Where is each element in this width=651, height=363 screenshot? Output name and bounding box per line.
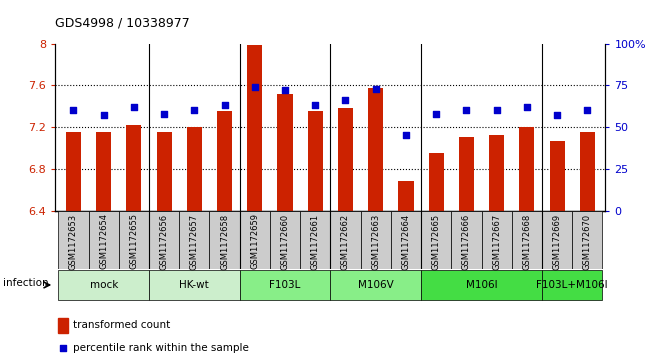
- Text: GSM1172665: GSM1172665: [432, 213, 441, 270]
- Point: [582, 107, 592, 113]
- Text: GSM1172670: GSM1172670: [583, 213, 592, 270]
- Text: F103L+M106I: F103L+M106I: [536, 280, 608, 290]
- FancyBboxPatch shape: [149, 211, 179, 269]
- Bar: [549, 140, 564, 211]
- Point: [521, 104, 532, 110]
- Point: [58, 345, 68, 351]
- Text: GSM1172668: GSM1172668: [522, 213, 531, 270]
- Bar: [217, 111, 232, 211]
- FancyBboxPatch shape: [149, 270, 240, 300]
- FancyBboxPatch shape: [361, 211, 391, 269]
- Text: GSM1172656: GSM1172656: [159, 213, 169, 270]
- FancyBboxPatch shape: [421, 211, 451, 269]
- FancyBboxPatch shape: [391, 211, 421, 269]
- Bar: [157, 132, 172, 211]
- Text: M106V: M106V: [358, 280, 394, 290]
- Bar: [126, 125, 141, 211]
- FancyBboxPatch shape: [59, 270, 149, 300]
- FancyBboxPatch shape: [512, 211, 542, 269]
- FancyBboxPatch shape: [482, 211, 512, 269]
- FancyBboxPatch shape: [89, 211, 118, 269]
- Bar: [368, 89, 383, 211]
- Text: infection: infection: [3, 278, 48, 288]
- FancyBboxPatch shape: [270, 211, 300, 269]
- Bar: [428, 153, 444, 211]
- Point: [159, 111, 169, 117]
- Bar: [459, 138, 474, 211]
- Text: percentile rank within the sample: percentile rank within the sample: [73, 343, 249, 352]
- Bar: [580, 132, 595, 211]
- Text: mock: mock: [89, 280, 118, 290]
- Point: [401, 132, 411, 138]
- FancyBboxPatch shape: [240, 211, 270, 269]
- Point: [370, 86, 381, 91]
- Text: GSM1172669: GSM1172669: [553, 213, 562, 270]
- FancyBboxPatch shape: [451, 211, 482, 269]
- Bar: [187, 127, 202, 211]
- Text: M106I: M106I: [465, 280, 497, 290]
- Bar: [277, 94, 292, 211]
- Text: GSM1172663: GSM1172663: [371, 213, 380, 270]
- Text: GSM1172655: GSM1172655: [130, 213, 139, 269]
- Point: [280, 87, 290, 93]
- FancyBboxPatch shape: [300, 211, 330, 269]
- Bar: [66, 132, 81, 211]
- FancyBboxPatch shape: [330, 211, 361, 269]
- Point: [431, 111, 441, 117]
- Point: [219, 102, 230, 108]
- Bar: [398, 182, 413, 211]
- Text: GSM1172662: GSM1172662: [341, 213, 350, 270]
- Bar: [247, 45, 262, 211]
- Text: GSM1172666: GSM1172666: [462, 213, 471, 270]
- Point: [189, 107, 200, 113]
- Text: GSM1172658: GSM1172658: [220, 213, 229, 270]
- Bar: [338, 108, 353, 211]
- Bar: [489, 135, 504, 211]
- Point: [461, 107, 471, 113]
- Text: transformed count: transformed count: [73, 321, 170, 330]
- Text: GSM1172664: GSM1172664: [402, 213, 410, 270]
- Text: GSM1172657: GSM1172657: [190, 213, 199, 270]
- Point: [340, 97, 351, 103]
- FancyBboxPatch shape: [240, 270, 330, 300]
- Point: [552, 113, 562, 118]
- Text: GSM1172661: GSM1172661: [311, 213, 320, 270]
- Bar: [58, 318, 68, 333]
- FancyBboxPatch shape: [179, 211, 210, 269]
- Bar: [308, 111, 323, 211]
- FancyBboxPatch shape: [59, 211, 89, 269]
- FancyBboxPatch shape: [421, 270, 542, 300]
- Text: F103L: F103L: [270, 280, 301, 290]
- Text: GSM1172659: GSM1172659: [251, 213, 259, 269]
- Text: HK-wt: HK-wt: [180, 280, 209, 290]
- Text: GSM1172667: GSM1172667: [492, 213, 501, 270]
- Point: [129, 104, 139, 110]
- FancyBboxPatch shape: [542, 270, 602, 300]
- Text: GSM1172653: GSM1172653: [69, 213, 78, 270]
- Text: GSM1172654: GSM1172654: [99, 213, 108, 269]
- Point: [98, 113, 109, 118]
- Point: [68, 107, 79, 113]
- Point: [249, 84, 260, 90]
- Text: GDS4998 / 10338977: GDS4998 / 10338977: [55, 16, 190, 29]
- FancyBboxPatch shape: [330, 270, 421, 300]
- Point: [492, 107, 502, 113]
- Point: [310, 102, 320, 108]
- FancyBboxPatch shape: [572, 211, 602, 269]
- FancyBboxPatch shape: [210, 211, 240, 269]
- Bar: [519, 127, 534, 211]
- Bar: [96, 132, 111, 211]
- FancyBboxPatch shape: [542, 211, 572, 269]
- FancyBboxPatch shape: [118, 211, 149, 269]
- Text: GSM1172660: GSM1172660: [281, 213, 290, 270]
